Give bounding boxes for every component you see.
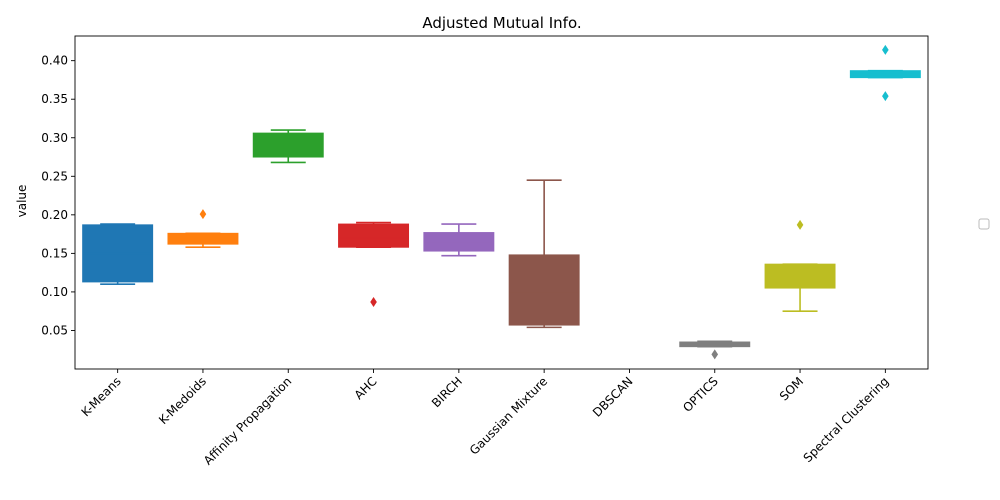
x-tick-label: OPTICS — [680, 374, 721, 415]
x-tick-label: SOM — [777, 374, 806, 403]
box-group-affinity-propagation — [252, 129, 324, 164]
y-tick-label: 0.35 — [41, 92, 68, 106]
box-group-som — [764, 219, 836, 312]
x-tick-label: DBSCAN — [590, 374, 636, 420]
x-tick-label: K-Means — [79, 374, 124, 419]
box — [252, 132, 324, 158]
outlier-marker — [199, 209, 207, 220]
y-tick-label: 0.15 — [41, 246, 68, 260]
x-tick-label: K-Medoids — [156, 374, 209, 427]
outlier-marker — [796, 219, 804, 230]
outlier-marker — [882, 44, 889, 55]
y-tick-label: 0.20 — [41, 208, 68, 222]
plot-frame — [74, 35, 929, 370]
y-tick-label: 0.30 — [41, 131, 68, 145]
legend-box — [978, 218, 990, 230]
box — [508, 254, 580, 326]
outlier-marker — [370, 296, 377, 307]
box-group-birch — [423, 223, 495, 257]
y-tick-label: 0.05 — [41, 323, 68, 337]
y-tick-label: 0.40 — [41, 54, 68, 68]
box-group-optics — [679, 340, 751, 360]
box — [338, 223, 410, 248]
outlier-marker — [882, 91, 889, 102]
box-group-k-medoids — [167, 209, 239, 249]
plot-area — [82, 44, 921, 360]
box-group-ahc — [338, 221, 410, 307]
chart-title: Adjusted Mutual Info. — [422, 14, 581, 32]
x-tick-label: AHC — [352, 374, 380, 402]
y-tick-label: 0.25 — [41, 169, 68, 183]
box — [167, 232, 239, 245]
x-tick-label: BIRCH — [429, 374, 465, 410]
x-tick-label: Affinity Propagation — [201, 374, 295, 468]
x-tick-label: Gaussian Mixture — [467, 374, 550, 457]
box-group-spectral-clustering — [849, 44, 921, 102]
y-tick-label: 0.10 — [41, 285, 68, 299]
y-axis-label: value — [15, 185, 29, 218]
box-group-gaussian-mixture — [508, 179, 580, 329]
outlier-marker — [711, 349, 719, 360]
box-group-k-means — [82, 223, 154, 286]
x-tick-label: Spectral Clustering — [801, 374, 892, 465]
